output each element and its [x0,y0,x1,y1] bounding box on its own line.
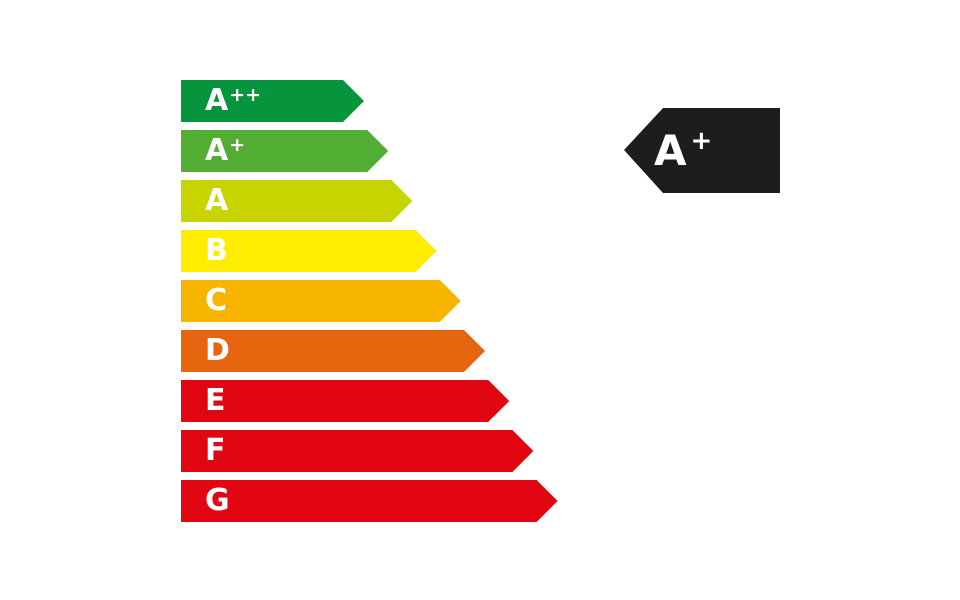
bar-arrow-shape [181,480,558,522]
bar-arrow-shape [181,230,437,272]
energy-class-label: E [205,383,226,418]
rating-arrow-shape [624,108,780,193]
energy-class-label: A+ [205,133,246,168]
rating-indicator: A + [624,108,780,193]
energy-class-label: F [205,433,226,468]
rating-label: A + [654,126,713,175]
energy-class-label: B [205,233,228,268]
bar-arrow-shape [181,380,510,422]
energy-class-label: A++ [205,83,262,118]
energy-class-label: G [205,483,230,518]
energy-class-label: D [205,333,230,368]
bar-arrow-shape [181,80,364,122]
bar-arrow-shape [181,430,534,472]
energy-class-label: C [205,283,228,318]
bar-arrow-shape [181,280,461,322]
bar-arrow-shape [181,330,485,372]
bar-arrow-shape [181,180,413,222]
energy-class-label: A [205,183,229,218]
bar-arrow-shape [181,130,389,172]
